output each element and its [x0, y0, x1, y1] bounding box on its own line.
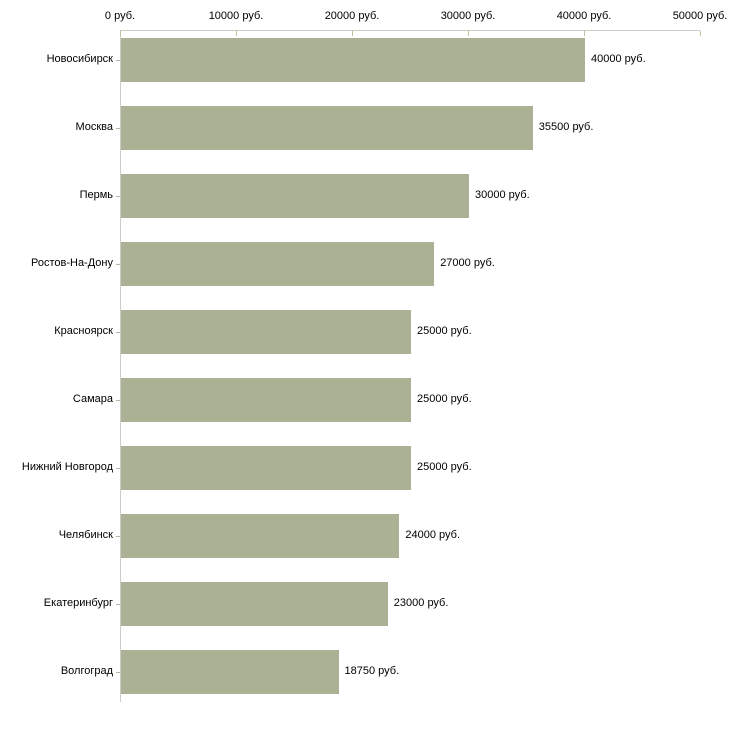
category-label: Екатеринбург	[43, 597, 113, 609]
bar	[121, 650, 339, 694]
bar	[121, 378, 411, 422]
y-axis-line	[120, 30, 121, 702]
y-tick-mark	[116, 604, 120, 605]
value-label: 24000 руб.	[405, 529, 461, 541]
x-tick-label: 50000 руб.	[672, 10, 728, 22]
x-tick-label: 40000 руб.	[556, 10, 612, 22]
y-tick-mark	[116, 196, 120, 197]
bar	[121, 38, 585, 82]
y-tick-mark	[116, 468, 120, 469]
bar	[121, 242, 435, 286]
value-label: 27000 руб.	[440, 257, 495, 269]
category-label: Челябинск	[58, 529, 113, 541]
x-tick-mark	[236, 31, 237, 36]
y-tick-mark	[116, 60, 120, 61]
value-label: 25000 руб.	[417, 461, 472, 473]
bar	[121, 446, 411, 490]
x-tick-mark	[700, 31, 701, 36]
category-label: Пермь	[79, 189, 113, 201]
category-label: Ростов-На-Дону	[30, 257, 113, 269]
x-tick-label: 30000 руб.	[440, 10, 496, 22]
bar	[121, 174, 469, 218]
value-label: 25000 руб.	[417, 393, 472, 405]
x-tick-label: 20000 руб.	[324, 10, 380, 22]
category-label: Москва	[75, 121, 113, 133]
x-tick-mark	[120, 31, 121, 36]
x-tick-mark	[352, 31, 353, 36]
value-label: 23000 руб.	[393, 597, 449, 609]
y-tick-mark	[116, 400, 120, 401]
x-tick-mark	[468, 31, 469, 36]
x-tick-label: 10000 руб.	[208, 10, 264, 22]
value-label: 40000 руб.	[591, 53, 646, 65]
y-tick-mark	[116, 672, 120, 673]
bar	[121, 310, 411, 354]
y-tick-mark	[116, 264, 120, 265]
category-label: Самара	[72, 393, 113, 405]
category-label: Волгоград	[60, 665, 113, 677]
bar	[121, 514, 400, 558]
value-label: 25000 руб.	[417, 325, 472, 337]
value-label: 30000 руб.	[475, 189, 530, 201]
x-axis-line	[120, 30, 700, 31]
category-label: Нижний Новгород	[21, 461, 113, 473]
bar	[121, 106, 533, 150]
x-tick-label: 0 руб.	[104, 10, 136, 22]
value-label: 18750 руб.	[344, 665, 400, 677]
y-tick-mark	[116, 332, 120, 333]
value-label: 35500 руб.	[538, 121, 594, 133]
bar	[121, 582, 388, 626]
y-tick-mark	[116, 536, 120, 537]
x-tick-mark	[584, 31, 585, 36]
y-tick-mark	[116, 128, 120, 129]
category-label: Новосибирск	[46, 53, 113, 65]
category-label: Красноярск	[54, 325, 113, 337]
